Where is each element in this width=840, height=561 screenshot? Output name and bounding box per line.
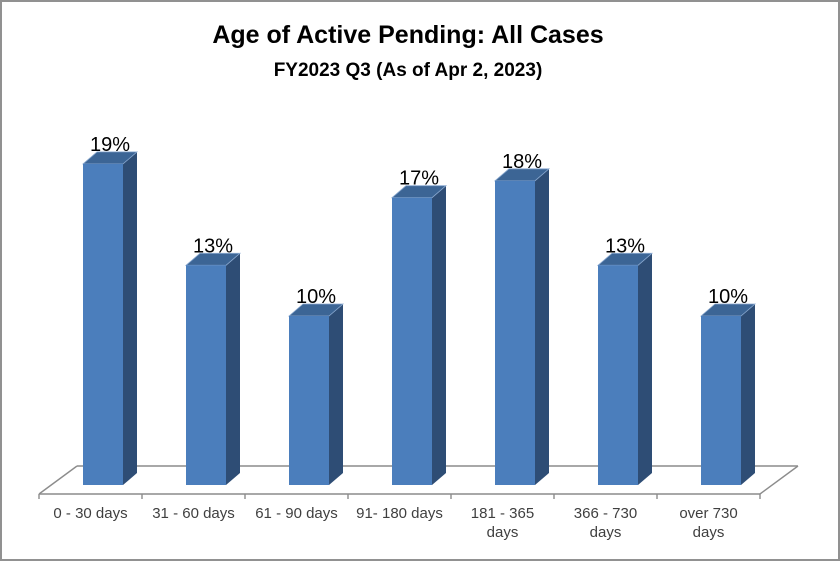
bar-front-face (186, 265, 226, 485)
bar-side-face (638, 253, 652, 485)
bar-side-face (123, 151, 137, 485)
bar-front-face (701, 316, 741, 485)
bar-front-face (289, 316, 329, 485)
bar-value-label: 17% (399, 168, 439, 190)
chart-title: Age of Active Pending: All Cases (212, 21, 604, 49)
bar-value-label: 10% (296, 286, 336, 308)
bar-side-face (741, 304, 755, 485)
bar-value-label: 10% (708, 286, 748, 308)
bar-value-label: 19% (90, 134, 130, 156)
bar-front-face (83, 163, 123, 485)
category-label: 61 - 90 days (255, 505, 338, 522)
bar-side-face (329, 304, 343, 485)
bar-side-face (432, 185, 446, 485)
bar-side-face (535, 168, 549, 486)
bar-value-label: 13% (193, 235, 233, 257)
bar-value-label: 18% (502, 151, 542, 173)
bar-front-face (495, 180, 535, 486)
category-label: 181 - 365 days (471, 505, 534, 541)
bar-front-face (392, 197, 432, 485)
category-label: 31 - 60 days (152, 505, 235, 522)
category-label: 366 - 730 days (574, 505, 637, 541)
bar-front-face (598, 265, 638, 485)
category-label: 91- 180 days (356, 505, 443, 522)
category-label: 0 - 30 days (53, 505, 127, 522)
bar-value-label: 13% (605, 235, 645, 257)
floor-left-edge (38, 465, 78, 495)
floor-right-edge (759, 465, 799, 495)
bar-side-face (226, 253, 240, 485)
chart-subtitle: FY2023 Q3 (As of Apr 2, 2023) (273, 60, 543, 81)
category-label: over 730 days (679, 505, 737, 541)
